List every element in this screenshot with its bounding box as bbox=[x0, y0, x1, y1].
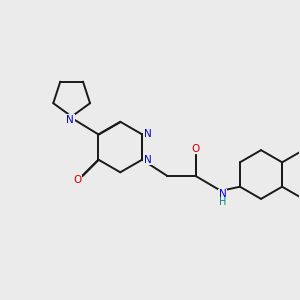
Text: H: H bbox=[219, 197, 226, 207]
Text: N: N bbox=[144, 129, 152, 140]
Text: O: O bbox=[191, 144, 200, 154]
Text: N: N bbox=[218, 189, 226, 200]
Text: N: N bbox=[144, 155, 152, 165]
Text: O: O bbox=[74, 176, 82, 185]
Text: N: N bbox=[66, 115, 74, 124]
